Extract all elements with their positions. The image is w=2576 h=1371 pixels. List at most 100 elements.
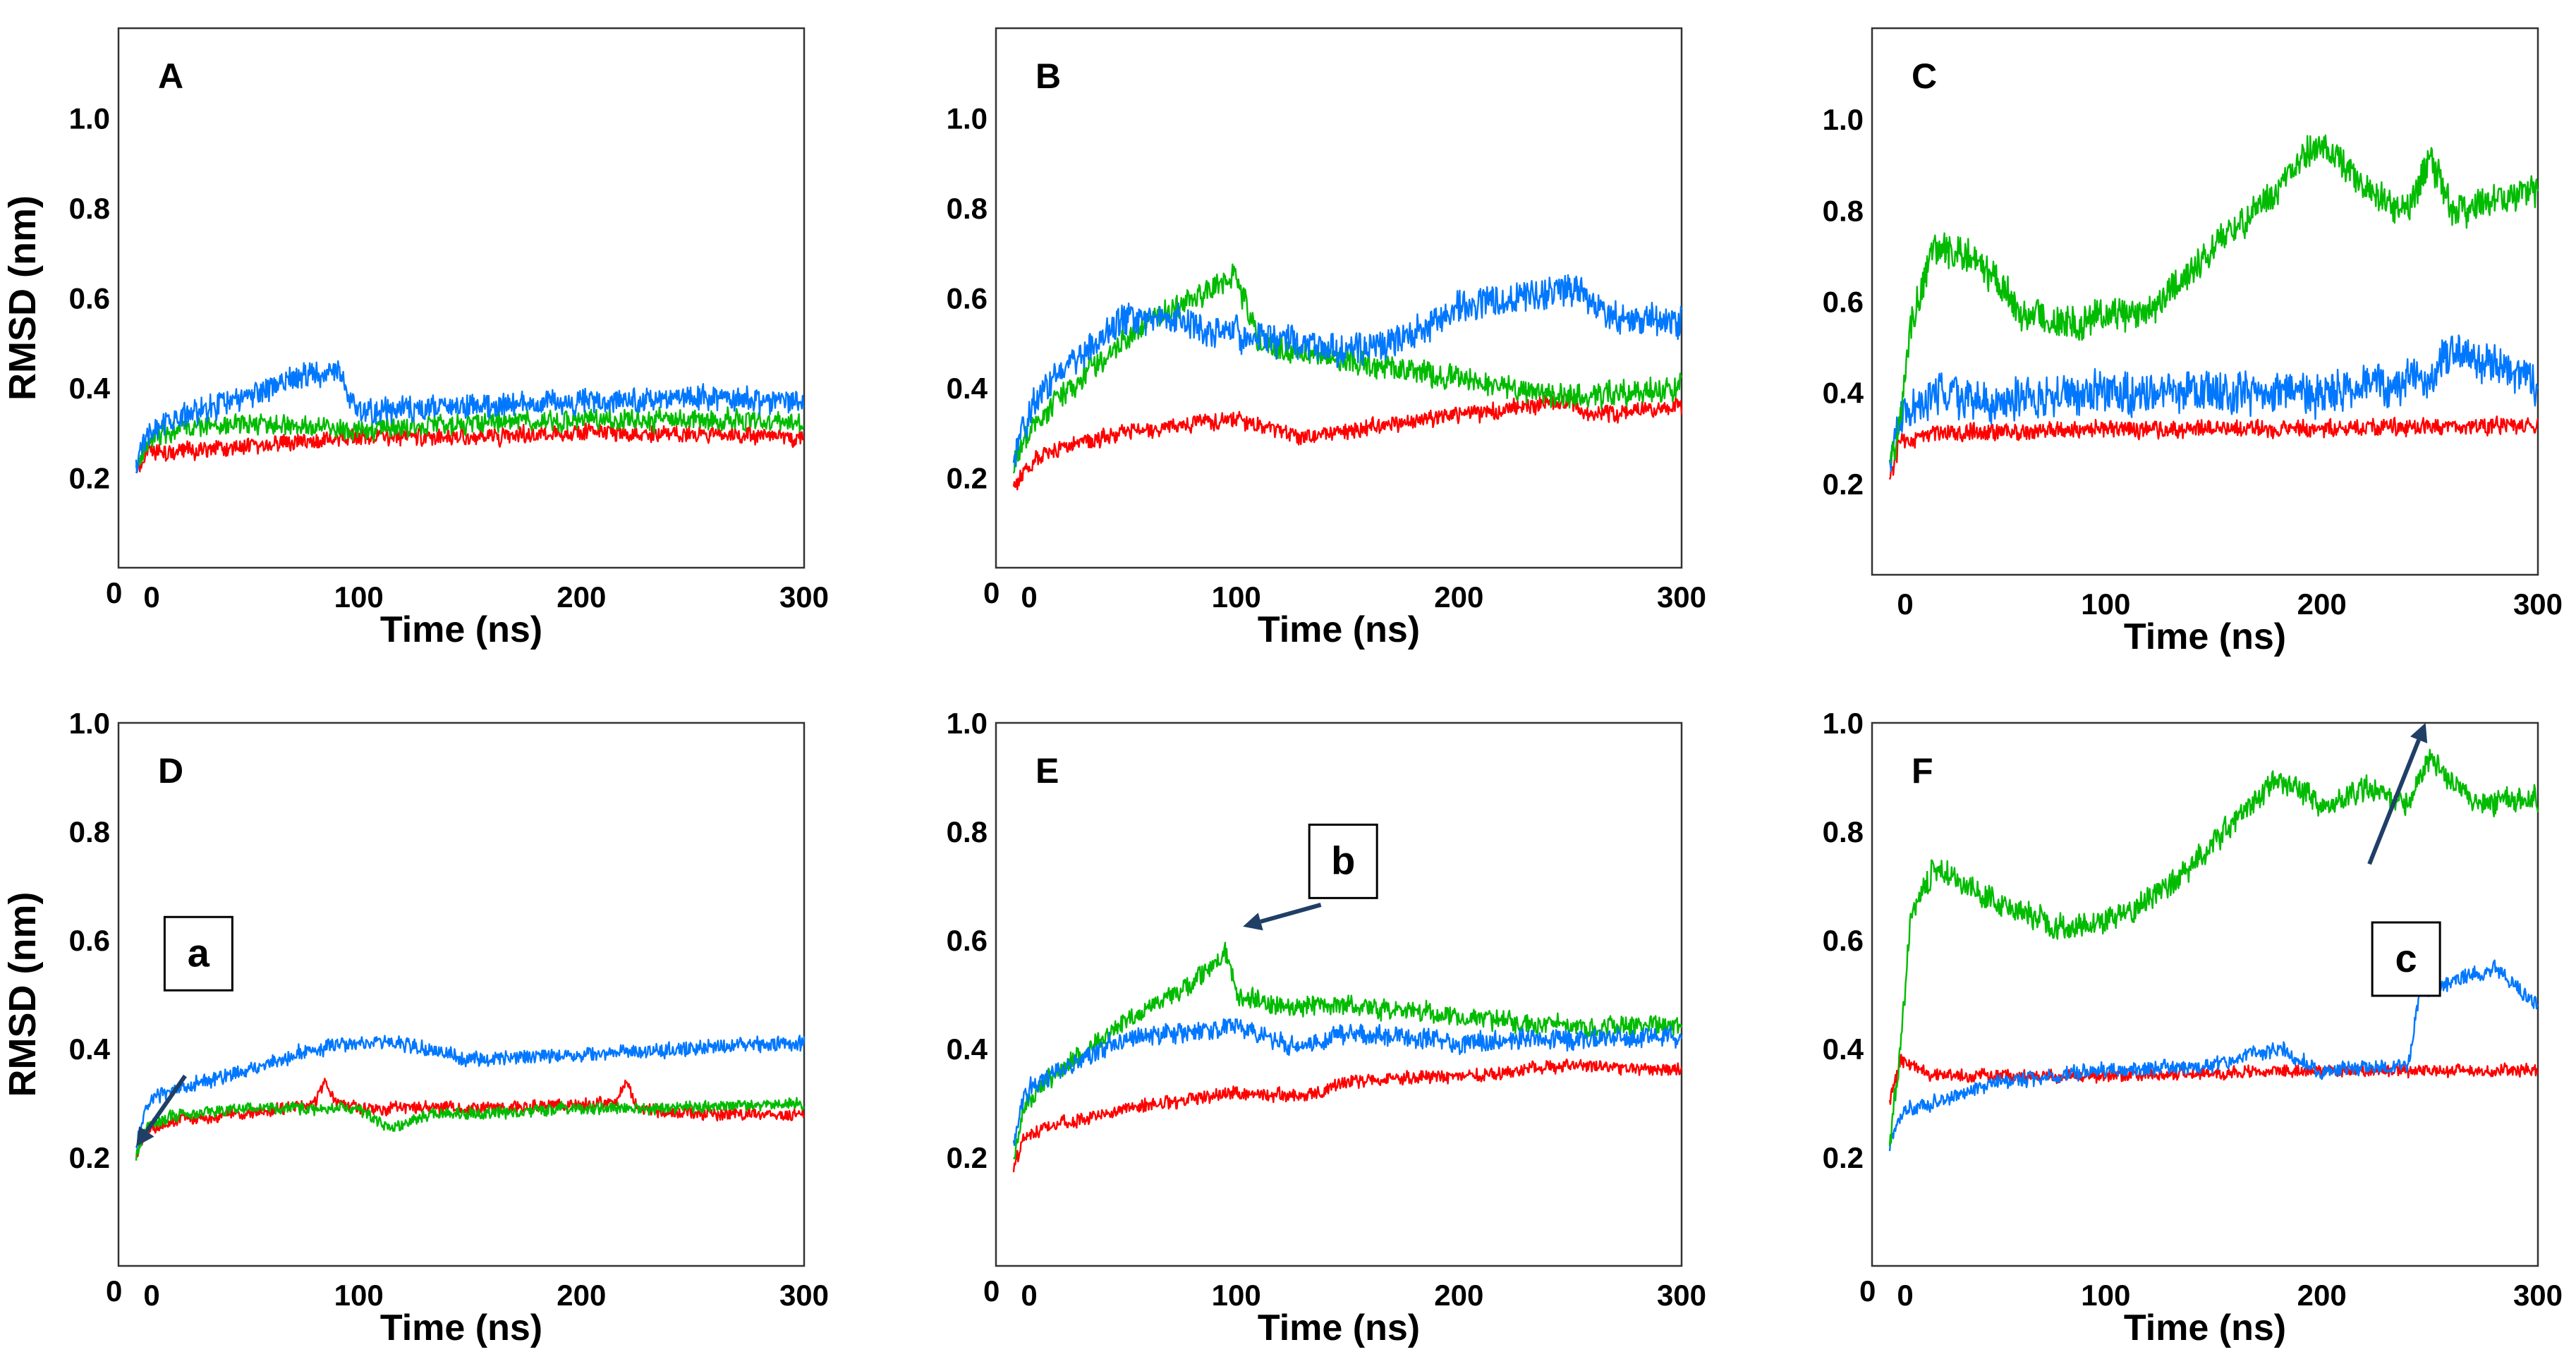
x-tick-label-100: 100	[1212, 1279, 1261, 1312]
y-tick-label-0.6: 0.6	[1823, 924, 1864, 957]
callout-arrow-shaft	[145, 1074, 187, 1133]
series-green-line	[1012, 942, 1683, 1159]
series-red-line	[135, 422, 805, 474]
plot-frame	[117, 27, 806, 569]
panel-D: D 0 0 100 200 300 0.2 0.4 0.6 0.8 1.0 Ti…	[1, 707, 829, 1348]
y-tick-label-0.6: 0.6	[69, 924, 110, 957]
x-tick-label-0: 0	[143, 580, 159, 614]
y-tick-label-0.2: 0.2	[1823, 1141, 1864, 1174]
callout-arrow-head	[2410, 723, 2428, 743]
y-tick-label-0.2: 0.2	[947, 1141, 988, 1174]
series-red-line	[1888, 1054, 2539, 1105]
x-tick-label-0: 0	[1021, 580, 1037, 614]
series-blue-line	[1888, 334, 2539, 473]
x-axis-label: Time (ns)	[1258, 609, 1420, 650]
origin-label: 0	[983, 1274, 1000, 1308]
panel-C: C 0 100 200 300 0.2 0.4 0.6 0.8 1.0 Time…	[1823, 27, 2563, 657]
panel-B: B 0 0 100 200 300 0.2 0.4 0.6 0.8 1.0 Ti…	[947, 27, 1706, 650]
y-tick-label-0.8: 0.8	[1823, 194, 1864, 227]
panel-E: E 0 0 100 200 300 0.2 0.4 0.6 0.8 1.0 Ti…	[947, 707, 1706, 1348]
x-tick-label-200: 200	[557, 580, 606, 614]
callout-box	[2371, 921, 2441, 997]
series-green-line	[1012, 263, 1683, 474]
panel-A: A 0 0 100 200 300 0.2 0.4 0.6 0.8 1.0 Ti…	[1, 27, 829, 650]
y-axis-label: RMSD (nm)	[1, 892, 44, 1097]
callout-a: a	[136, 915, 233, 1147]
plot-frame	[1871, 721, 2539, 1267]
callout-label: a	[188, 930, 210, 975]
x-tick-label-0: 0	[143, 1279, 159, 1312]
y-tick-label-0.2: 0.2	[1823, 468, 1864, 501]
x-tick-label-300: 300	[779, 1279, 829, 1312]
x-tick-label-200: 200	[1434, 580, 1483, 614]
x-tick-label-300: 300	[2513, 587, 2563, 621]
x-tick-label-100: 100	[334, 580, 384, 614]
y-tick-label-0.4: 0.4	[69, 372, 111, 405]
callout-c: c	[2367, 723, 2441, 997]
x-tick-label-100: 100	[2081, 587, 2130, 621]
panel-F: F 0 0 100 200 300 0.2 0.4 0.6 0.8 1.0 Ti…	[1823, 707, 2563, 1348]
series-blue-line	[135, 360, 805, 473]
callout-arrow-shaft	[2367, 739, 2421, 865]
callout-box	[1308, 823, 1378, 899]
series-green-line	[1888, 748, 2539, 1147]
x-tick-label-200: 200	[2297, 587, 2347, 621]
y-tick-label-1.0: 1.0	[69, 707, 110, 740]
y-tick-label-1.0: 1.0	[947, 707, 988, 740]
x-tick-label-200: 200	[2297, 1279, 2347, 1312]
y-tick-label-0.2: 0.2	[947, 462, 988, 495]
callout-box	[163, 915, 233, 992]
series-green-line	[135, 405, 805, 470]
panel-letter: E	[1035, 751, 1059, 791]
y-tick-label-0.8: 0.8	[947, 192, 988, 225]
y-tick-label-1.0: 1.0	[69, 102, 110, 135]
x-tick-label-300: 300	[1657, 580, 1706, 614]
panel-letter: B	[1035, 56, 1061, 96]
y-tick-label-0.8: 0.8	[947, 815, 988, 848]
origin-label: 0	[106, 576, 122, 609]
x-axis-label: Time (ns)	[2124, 616, 2286, 657]
callout-arrow-shaft	[1260, 903, 1322, 924]
y-tick-label-0.4: 0.4	[947, 372, 988, 405]
y-tick-label-0.6: 0.6	[1823, 286, 1864, 319]
plot-frame	[995, 27, 1683, 569]
y-tick-label-0.4: 0.4	[1823, 1032, 1864, 1066]
series-red-line	[1012, 394, 1683, 491]
series-green-line	[1888, 134, 2539, 464]
x-axis-label: Time (ns)	[2124, 1308, 2286, 1348]
y-tick-label-0.4: 0.4	[69, 1032, 111, 1066]
callout-b: b	[1243, 823, 1378, 931]
x-tick-label-0: 0	[1897, 587, 1913, 621]
y-tick-label-1.0: 1.0	[947, 102, 988, 135]
plot-frame	[995, 721, 1683, 1267]
series-blue-line	[1012, 274, 1683, 468]
series-red-line	[1012, 1058, 1683, 1173]
y-tick-label-0.8: 0.8	[69, 192, 110, 225]
y-tick-label-0.6: 0.6	[947, 282, 988, 315]
x-tick-label-0: 0	[1021, 1279, 1037, 1312]
y-tick-label-1.0: 1.0	[1823, 707, 1864, 740]
x-tick-label-100: 100	[334, 1279, 384, 1312]
y-tick-label-0.6: 0.6	[947, 924, 988, 957]
plot-frame	[117, 721, 806, 1267]
x-tick-label-300: 300	[779, 580, 829, 614]
series-green-line	[135, 1097, 806, 1161]
panel-letter: A	[158, 56, 183, 96]
y-tick-label-0.4: 0.4	[1823, 377, 1864, 410]
x-tick-label-300: 300	[2513, 1279, 2563, 1312]
y-tick-label-0.2: 0.2	[69, 462, 110, 495]
callout-label: c	[2395, 936, 2417, 980]
callout-label: b	[1331, 838, 1355, 882]
y-tick-label-1.0: 1.0	[1823, 103, 1864, 136]
y-tick-label-0.4: 0.4	[947, 1032, 988, 1066]
x-tick-label-200: 200	[1434, 1279, 1483, 1312]
callout-arrow-head	[136, 1126, 154, 1147]
origin-label: 0	[1859, 1274, 1876, 1308]
x-axis-label: Time (ns)	[1258, 1308, 1420, 1348]
x-tick-label-100: 100	[1212, 580, 1261, 614]
x-tick-label-100: 100	[2081, 1279, 2130, 1312]
y-tick-label-0.2: 0.2	[69, 1141, 110, 1174]
y-axis-label: RMSD (nm)	[1, 195, 44, 401]
x-axis-label: Time (ns)	[380, 1308, 542, 1348]
